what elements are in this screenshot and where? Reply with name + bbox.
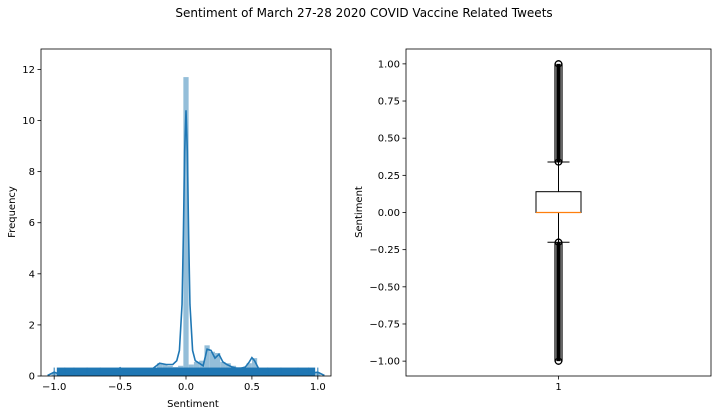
y-tick-label: 0.25 xyxy=(378,171,400,182)
histogram-bar xyxy=(204,345,210,376)
boxplot-x-ticks: 1 xyxy=(555,376,562,393)
figure-suptitle: Sentiment of March 27-28 2020 COVID Vacc… xyxy=(175,6,552,20)
boxplot-y-ticks: −1.00 −0.75 −0.50 −0.25 0.00 0.25 0.50 0.75 1.00 xyxy=(369,59,406,368)
histogram-x-ticks: −1.0 −0.5 0.0 0.5 1.0 xyxy=(42,376,326,393)
x-tick-label: 0.0 xyxy=(178,382,194,393)
histogram-bar xyxy=(183,77,189,376)
histogram-x-label: Sentiment xyxy=(167,399,219,410)
x-tick-label: 0.5 xyxy=(244,382,260,393)
boxplot-box xyxy=(535,161,582,243)
y-tick-label: 0.50 xyxy=(378,134,400,145)
y-tick-label: 0.75 xyxy=(378,97,400,108)
x-tick-label: −0.5 xyxy=(108,382,132,393)
outlier-strip xyxy=(556,63,561,162)
y-tick-label: 0 xyxy=(29,372,35,383)
y-tick-label: 8 xyxy=(29,167,35,178)
x-tick-label: 1 xyxy=(555,382,561,393)
x-tick-label: 1.0 xyxy=(310,382,326,393)
kde-line xyxy=(47,110,325,377)
x-tick-label: −1.0 xyxy=(42,382,66,393)
histogram-panel: −1.0 −0.5 0.0 0.5 1.0 0 2 4 6 8 10 12 Sentiment Fr… xyxy=(7,48,332,410)
y-tick-label: −0.50 xyxy=(369,282,400,293)
histogram-bar xyxy=(209,351,215,376)
y-tick-label: 4 xyxy=(29,269,35,280)
rug-band xyxy=(56,367,316,376)
histogram-bar xyxy=(251,358,258,376)
boxplot-panel: −1.00 −0.75 −0.50 −0.25 0.00 0.25 0.50 0.75 1.00… xyxy=(354,48,712,393)
y-tick-label: −0.25 xyxy=(369,245,400,256)
histogram-y-ticks: 0 2 4 6 8 10 12 xyxy=(22,65,41,383)
y-tick-label: −1.00 xyxy=(369,357,400,368)
y-tick-label: −0.75 xyxy=(369,319,400,330)
histogram-y-label: Frequency xyxy=(7,186,18,238)
iqr-box xyxy=(535,191,582,213)
boxplot-y-label: Sentiment xyxy=(354,186,365,238)
y-tick-label: 10 xyxy=(22,116,35,127)
outlier-strip xyxy=(556,242,561,362)
outlier-point xyxy=(554,60,563,68)
histogram-bar xyxy=(215,353,221,376)
y-tick-label: 12 xyxy=(22,65,35,76)
y-tick-label: 2 xyxy=(29,320,35,331)
y-tick-label: 0.00 xyxy=(378,208,400,219)
y-tick-label: 6 xyxy=(29,218,35,229)
y-tick-label: 1.00 xyxy=(378,59,400,70)
outlier-point xyxy=(554,357,563,365)
